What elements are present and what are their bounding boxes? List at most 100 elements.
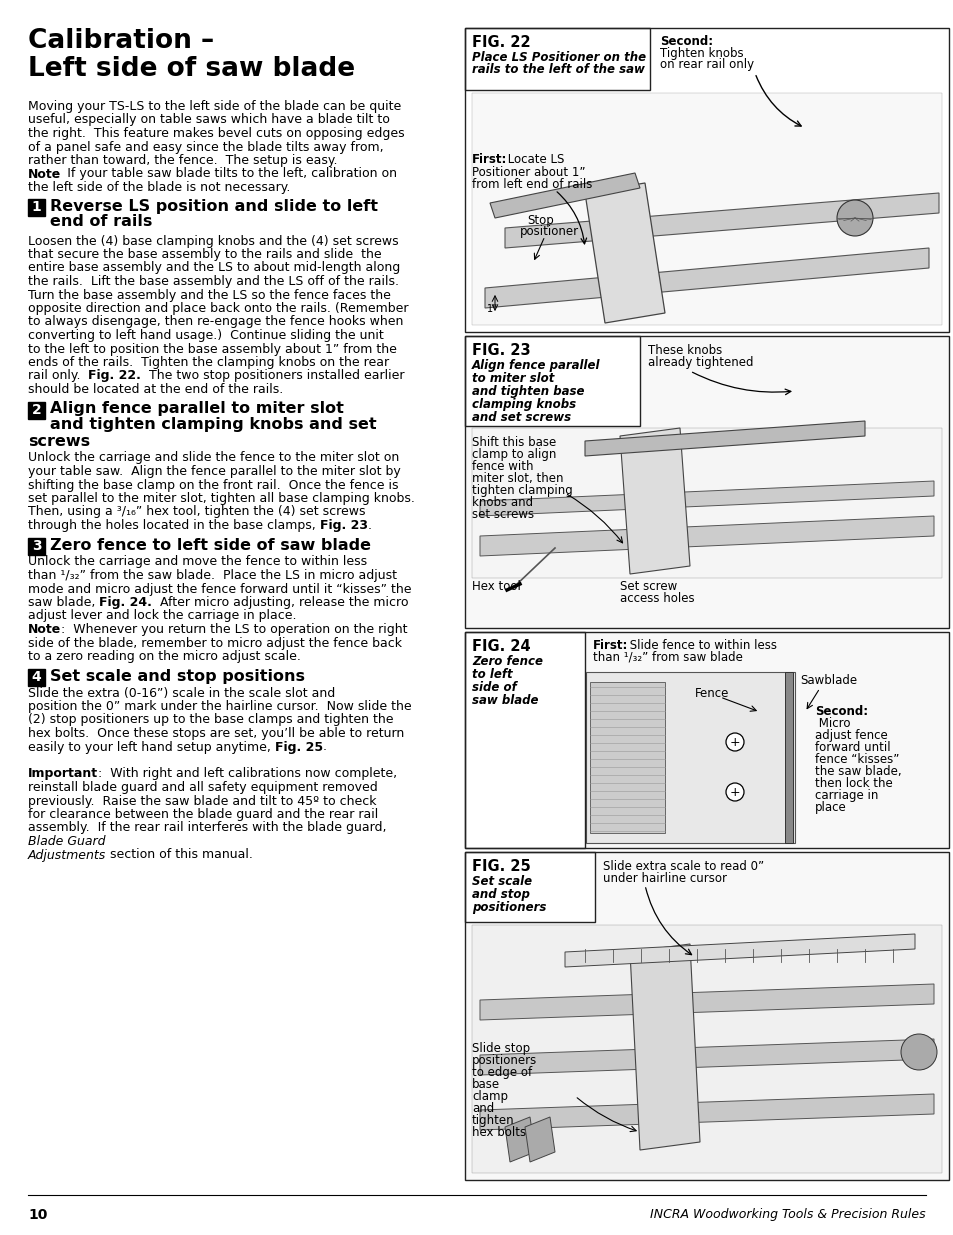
- Text: section of this manual.: section of this manual.: [106, 848, 253, 862]
- Text: Zero fence: Zero fence: [472, 655, 542, 668]
- Text: through the holes located in the base clamps,: through the holes located in the base cl…: [28, 519, 319, 532]
- Polygon shape: [585, 672, 794, 844]
- Text: :  With right and left calibrations now complete,: : With right and left calibrations now c…: [98, 767, 396, 781]
- Text: Note: Note: [28, 168, 61, 180]
- Polygon shape: [479, 1094, 933, 1130]
- Text: +: +: [729, 785, 740, 799]
- Text: end of rails: end of rails: [50, 215, 152, 230]
- Text: and set screws: and set screws: [472, 411, 571, 424]
- Text: Left side of saw blade: Left side of saw blade: [28, 56, 355, 82]
- Text: your table saw.  Align the fence parallel to the miter slot by: your table saw. Align the fence parallel…: [28, 466, 400, 478]
- Polygon shape: [490, 173, 639, 219]
- Text: opposite direction and place back onto the rails. (Remember: opposite direction and place back onto t…: [28, 303, 408, 315]
- Polygon shape: [472, 925, 941, 1173]
- Polygon shape: [619, 429, 689, 574]
- Text: under hairline cursor: under hairline cursor: [602, 872, 726, 885]
- Polygon shape: [479, 480, 933, 516]
- Text: Locate LS: Locate LS: [503, 153, 564, 165]
- Text: INCRA Woodworking Tools & Precision Rules: INCRA Woodworking Tools & Precision Rule…: [650, 1208, 925, 1221]
- Bar: [28, 668, 45, 685]
- Text: easily to your left hand setup anytime,: easily to your left hand setup anytime,: [28, 741, 274, 753]
- Text: screws: screws: [28, 433, 90, 448]
- Text: the saw blade,: the saw blade,: [814, 764, 901, 778]
- Text: of a panel safe and easy since the blade tilts away from,: of a panel safe and easy since the blade…: [28, 141, 383, 153]
- Polygon shape: [504, 193, 938, 248]
- Text: rail only.: rail only.: [28, 369, 89, 383]
- Text: .: .: [367, 519, 372, 532]
- Text: saw blade: saw blade: [472, 694, 537, 706]
- Polygon shape: [479, 984, 933, 1020]
- Text: Note: Note: [28, 622, 61, 636]
- Text: previously.  Raise the saw blade and tilt to 45º to check: previously. Raise the saw blade and tilt…: [28, 794, 376, 808]
- Text: place: place: [814, 802, 846, 814]
- Polygon shape: [479, 516, 933, 556]
- Text: Second:: Second:: [659, 35, 713, 48]
- Text: Positioner about 1”: Positioner about 1”: [472, 165, 585, 179]
- Text: Zero fence to left side of saw blade: Zero fence to left side of saw blade: [50, 537, 371, 552]
- Text: Fig. 22.: Fig. 22.: [89, 369, 141, 383]
- Polygon shape: [465, 853, 947, 1179]
- Text: 1: 1: [31, 200, 41, 214]
- Text: Fig. 24.: Fig. 24.: [99, 597, 152, 609]
- Polygon shape: [465, 28, 947, 331]
- Text: position the 0” mark under the hairline cursor.  Now slide the: position the 0” mark under the hairline …: [28, 700, 411, 713]
- Polygon shape: [589, 682, 664, 832]
- Polygon shape: [484, 248, 928, 308]
- Text: FIG. 24: FIG. 24: [472, 638, 530, 655]
- Text: 3: 3: [31, 538, 41, 553]
- Text: saw blade,: saw blade,: [28, 597, 99, 609]
- Circle shape: [836, 200, 872, 236]
- Polygon shape: [479, 1039, 933, 1074]
- Text: FIG. 23: FIG. 23: [472, 343, 530, 358]
- Text: First:: First:: [472, 153, 507, 165]
- Text: to always disengage, then re-engage the fence hooks when: to always disengage, then re-engage the …: [28, 315, 403, 329]
- Text: Moving your TS-LS to the left side of the blade can be quite: Moving your TS-LS to the left side of th…: [28, 100, 401, 112]
- Text: Reverse LS position and slide to left: Reverse LS position and slide to left: [50, 199, 377, 214]
- Bar: [28, 537, 45, 555]
- Text: the left side of the blade is not necessary.: the left side of the blade is not necess…: [28, 182, 290, 194]
- Text: access holes: access holes: [619, 592, 694, 605]
- Text: should be located at the end of the rails.: should be located at the end of the rail…: [28, 383, 283, 396]
- Text: clamp: clamp: [472, 1091, 507, 1103]
- Text: to the left to position the base assembly about 1” from the: to the left to position the base assembl…: [28, 342, 396, 356]
- Text: hex bolts: hex bolts: [472, 1126, 525, 1139]
- Text: to miter slot: to miter slot: [472, 372, 554, 385]
- Text: Fig. 25: Fig. 25: [274, 741, 323, 753]
- Text: Align fence parallel: Align fence parallel: [472, 359, 599, 372]
- Text: base: base: [472, 1078, 499, 1091]
- Text: Slide extra scale to read 0”: Slide extra scale to read 0”: [602, 860, 763, 873]
- Text: 2: 2: [31, 403, 41, 417]
- Circle shape: [725, 783, 743, 802]
- Polygon shape: [465, 634, 583, 847]
- Text: Blade Guard: Blade Guard: [28, 835, 106, 848]
- Text: the rails.  Lift the base assembly and the LS off of the rails.: the rails. Lift the base assembly and th…: [28, 275, 398, 288]
- Text: and: and: [472, 1102, 494, 1115]
- Text: FIG. 25: FIG. 25: [472, 860, 530, 874]
- Text: Unlock the carriage and move the fence to within less: Unlock the carriage and move the fence t…: [28, 556, 367, 568]
- Text: shifting the base clamp on the front rail.  Once the fence is: shifting the base clamp on the front rai…: [28, 478, 398, 492]
- Circle shape: [900, 1034, 936, 1070]
- Text: Micro: Micro: [814, 718, 850, 730]
- Text: to a zero reading on the micro adjust scale.: to a zero reading on the micro adjust sc…: [28, 650, 300, 663]
- Text: assembly.  If the rear rail interferes with the blade guard,: assembly. If the rear rail interferes wi…: [28, 821, 386, 835]
- Text: :  Whenever you return the LS to operation on the right: : Whenever you return the LS to operatio…: [61, 622, 407, 636]
- Text: Align fence parallel to miter slot: Align fence parallel to miter slot: [50, 401, 343, 416]
- Text: rails to the left of the saw: rails to the left of the saw: [472, 63, 644, 77]
- Text: reinstall blade guard and all safety equipment removed: reinstall blade guard and all safety equ…: [28, 781, 377, 794]
- Text: fence “kisses”: fence “kisses”: [814, 753, 899, 766]
- Bar: [28, 401, 45, 419]
- Text: Adjustments: Adjustments: [28, 848, 106, 862]
- Text: and tighten base: and tighten base: [472, 385, 584, 398]
- Text: miter slot, then: miter slot, then: [472, 472, 563, 485]
- Text: First:: First:: [593, 638, 628, 652]
- Text: tighten clamping: tighten clamping: [472, 484, 572, 496]
- Text: Then, using a ³/₁₆” hex tool, tighten the (4) set screws: Then, using a ³/₁₆” hex tool, tighten th…: [28, 505, 365, 519]
- Polygon shape: [472, 93, 941, 325]
- Text: +: +: [729, 736, 740, 748]
- Text: Hex tool: Hex tool: [472, 580, 520, 593]
- Text: Set scale and stop positions: Set scale and stop positions: [50, 668, 305, 683]
- Polygon shape: [584, 183, 664, 324]
- Polygon shape: [465, 337, 947, 627]
- Text: Set screw: Set screw: [619, 580, 677, 593]
- Polygon shape: [465, 634, 947, 847]
